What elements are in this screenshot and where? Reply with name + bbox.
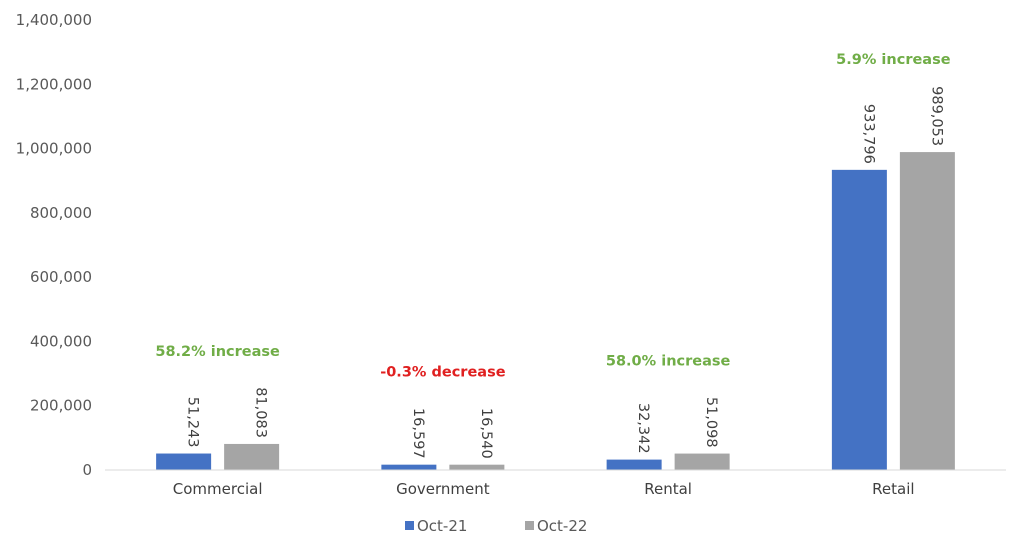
change-annotation: 58.2% increase	[155, 344, 280, 360]
y-tick-label: 1,000,000	[16, 140, 92, 158]
data-labels: 51,243 81,083 16,597 16,540 32,342 51,098 933,…	[185, 86, 945, 459]
data-label: 16,540	[478, 408, 494, 459]
change-annotation: 5.9% increase	[836, 52, 951, 68]
data-label: 32,342	[635, 403, 651, 454]
bar-oct-22-rental	[674, 453, 730, 470]
legend-swatch	[525, 521, 534, 530]
data-label: 989,053	[928, 86, 944, 146]
y-tick-label: 0	[82, 461, 92, 479]
legend: Oct-21 Oct-22	[405, 517, 587, 535]
category-label: Rental	[644, 480, 692, 498]
legend-swatch	[405, 521, 414, 530]
x-axis: Commercial Government Rental Retail	[173, 480, 915, 498]
data-label: 51,243	[185, 397, 201, 448]
change-annotation: -0.3% decrease	[380, 365, 505, 381]
y-tick-label: 600,000	[30, 268, 92, 286]
bars	[156, 152, 955, 471]
bar-oct-21-retail	[831, 169, 887, 470]
y-tick-label: 1,200,000	[16, 75, 92, 93]
annotations: 58.2% increase -0.3% decrease 58.0% increa…	[155, 52, 950, 381]
legend-label: Oct-22	[537, 517, 587, 535]
y-tick-label: 400,000	[30, 332, 92, 350]
bar-oct-22-government	[449, 464, 505, 470]
y-tick-label: 1,400,000	[16, 11, 92, 29]
y-tick-label: 800,000	[30, 204, 92, 222]
category-label: Government	[396, 480, 490, 498]
bar-oct-21-government	[381, 464, 437, 470]
bar-oct-21-rental	[606, 459, 662, 470]
bar-oct-22-commercial	[224, 443, 280, 470]
change-annotation: 58.0% increase	[606, 354, 731, 370]
y-tick-label: 200,000	[30, 397, 92, 415]
legend-label: Oct-21	[417, 517, 467, 535]
category-label: Commercial	[173, 480, 263, 498]
data-label: 933,796	[860, 104, 876, 164]
data-label: 81,083	[253, 387, 269, 438]
y-axis: 0 200,000 400,000 600,000 800,000 1,000,000 1,…	[16, 11, 92, 479]
bar-oct-22-retail	[899, 152, 955, 471]
category-label: Retail	[872, 480, 914, 498]
data-label: 16,597	[410, 408, 426, 459]
bar-oct-21-commercial	[156, 453, 212, 470]
data-label: 51,098	[703, 397, 719, 448]
